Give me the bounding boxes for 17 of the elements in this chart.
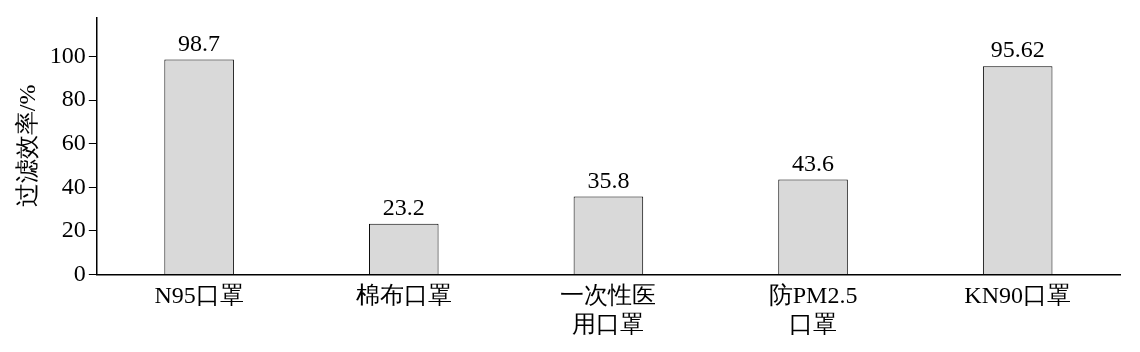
y-axis-title: 过滤效率/% <box>13 84 40 208</box>
data-label: 35.8 <box>587 166 630 193</box>
y-tick-label: 60 <box>61 129 86 156</box>
y-tick-label: 100 <box>49 41 86 68</box>
y-tick-label: 0 <box>73 259 86 286</box>
x-tick-label: KN90口罩 <box>964 282 1072 309</box>
y-tick-label: 80 <box>61 85 86 112</box>
x-tick-label: N95口罩 <box>154 282 244 309</box>
x-tick-label: 棉布口罩 <box>355 282 452 309</box>
x-tick-label: 防PM2.5口罩 <box>768 282 858 337</box>
data-label: 95.62 <box>990 36 1045 63</box>
y-tick-label: 40 <box>61 172 86 199</box>
x-tick-label: 一次性医用口罩 <box>560 282 657 337</box>
data-label: 43.6 <box>792 149 835 176</box>
data-label: 98.7 <box>178 29 221 56</box>
y-tick-label: 20 <box>61 216 86 243</box>
data-label: 23.2 <box>382 194 425 221</box>
